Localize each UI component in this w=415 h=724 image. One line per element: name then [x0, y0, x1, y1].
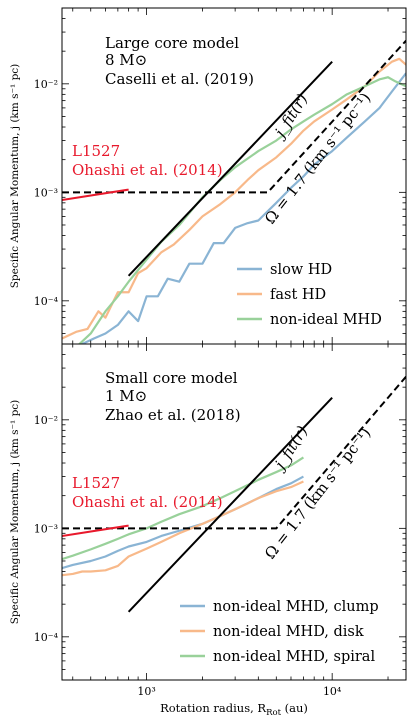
bottom-panel-frame [61, 343, 407, 681]
top-legend: slow HD fast HD non-ideal MHD [237, 262, 382, 328]
bottom-series-non-ideal-mhd-spiral [62, 456, 305, 561]
bottom-l1527-line [62, 524, 129, 537]
top-model-title: Large core model [105, 34, 239, 52]
bottom-x-tick-label: 10³ [137, 685, 155, 698]
top-jfit-label: j_fit(r) [270, 91, 312, 143]
bottom-obs-name: L1527 [72, 474, 120, 492]
top-jfit-line [127, 61, 333, 277]
bottom-model-title: Small core model [105, 369, 238, 387]
bottom-y-axis-label: Specific Angular Momentum, j (km s⁻¹ pc) [9, 400, 21, 625]
top-omega-line [62, 39, 406, 194]
bottom-legend: non-ideal MHD, clump non-ideal MHD, disk… [180, 599, 379, 665]
top-panel: 10⁻⁴ 10⁻³ 10⁻² Large core model 8 M⊙ Casel… [34, 7, 407, 345]
top-obs-name: L1527 [72, 142, 120, 160]
bottom-model-reference: Zhao et al. (2018) [105, 406, 241, 424]
legend-label-fast-hd: fast HD [270, 287, 326, 303]
top-series-slow-hd [79, 72, 406, 344]
legend-label-disk: non-ideal MHD, disk [213, 624, 364, 640]
top-y-axis-label: Specific Angular Momentum, j (km s⁻¹ pc) [9, 64, 21, 289]
bottom-omega-label: Ω = 1.7 (km s⁻¹ pc⁻¹) [261, 424, 374, 562]
legend-label-clump: non-ideal MHD, clump [213, 599, 379, 615]
top-y-tick-label: 10⁻³ [34, 186, 58, 199]
top-obs-reference: Ohashi et al. (2014) [72, 161, 223, 179]
bottom-obs-reference: Ohashi et al. (2014) [72, 493, 223, 511]
bottom-y-tick-label: 10⁻² [34, 414, 58, 427]
top-omega-label: Ω = 1.7 (km s⁻¹ pc⁻¹) [261, 89, 374, 227]
top-l1527-line [62, 188, 129, 201]
top-model-mass: 8 M⊙ [105, 51, 147, 69]
legend-label-non-ideal-mhd: non-ideal MHD [270, 312, 382, 328]
bottom-y-tick-label: 10⁻³ [34, 522, 58, 535]
legend-label-spiral: non-ideal MHD, spiral [213, 649, 375, 665]
bottom-omega-line [62, 376, 406, 530]
top-series-non-ideal-mhd [77, 76, 406, 344]
top-y-tick-label: 10⁻⁴ [34, 295, 59, 308]
top-y-tick-label: 10⁻² [34, 78, 58, 91]
bottom-x-tick-label: 10⁴ [323, 685, 342, 698]
bottom-panel: 10⁻⁴ 10⁻³ 10⁻² 10³ 10⁴ Small core model 1 M⊙… [34, 343, 407, 698]
bottom-series-non-ideal-mhd-disk [62, 480, 304, 577]
top-model-reference: Caselli et al. (2019) [105, 70, 254, 88]
legend-label-slow-hd: slow HD [270, 262, 332, 278]
bottom-model-mass: 1 M⊙ [105, 387, 147, 405]
bottom-jfit-line [127, 397, 333, 613]
bottom-y-tick-label: 10⁻⁴ [34, 631, 59, 644]
x-axis-label: Rotation radius, RRot (au) [160, 701, 308, 718]
